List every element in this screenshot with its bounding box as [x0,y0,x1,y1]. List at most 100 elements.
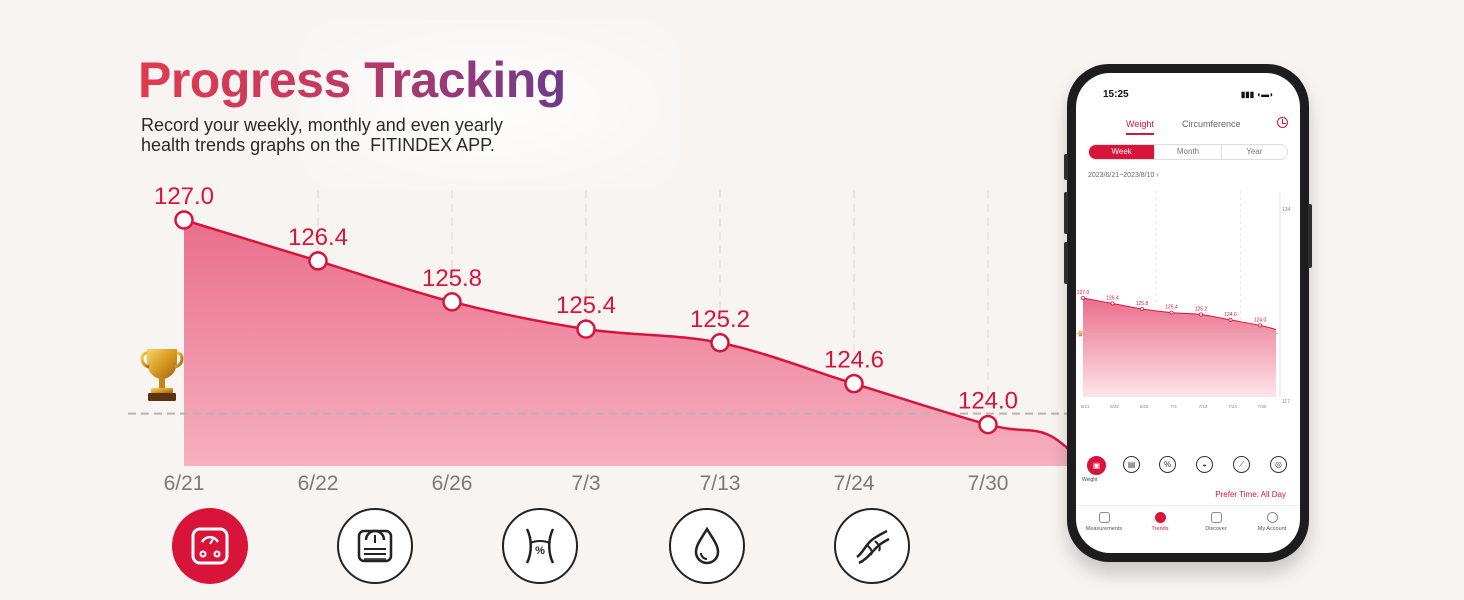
data-point[interactable] [442,292,462,312]
phone-data-point[interactable] [1110,301,1115,306]
phone-bone-icon[interactable]: ◎ [1270,456,1287,473]
phone-x-tick-label: 6/26 [1140,404,1149,409]
phone-weight-area [1083,297,1276,397]
prefer-time-label: Prefer Time: [1215,490,1259,499]
phone-water-drop-icon[interactable]: ◒ [1196,456,1213,473]
muscle-icon[interactable] [834,508,910,584]
nav-discover-label: Discover [1205,526,1227,532]
phone-mockup: 15:25 ▮▮▮ ◖▬◗ Weight Circumference Week … [1064,64,1312,562]
date-range-text: 2023/6/21~2023/8/10 [1088,172,1155,179]
phone-muscle-icon[interactable]: ⟋ [1233,456,1250,473]
phone-data-label: 127.0 [1077,290,1090,296]
phone-x-tick-label: 7/13 [1199,404,1208,409]
phone-metric-icons: ▣ Weight ▤ % ◒ ⟋ ◎ [1076,456,1300,496]
data-point[interactable] [308,251,328,271]
phone-data-point[interactable] [1199,312,1204,317]
account-icon [1266,512,1278,523]
weight-scale-icon[interactable] [172,508,248,584]
background-glow [300,20,680,190]
phone-data-label: 125.2 [1195,306,1208,312]
chevron-right-icon: › [1156,172,1159,179]
phone-data-point[interactable] [1169,310,1174,315]
phone-power-button [1308,204,1312,268]
phone-screen: 15:25 ▮▮▮ ◖▬◗ Weight Circumference Week … [1076,73,1300,553]
phone-y-min-label: 117 [1282,399,1290,405]
svg-text:%: % [535,545,545,557]
x-tick-label: 7/3 [571,472,600,495]
nav-discover[interactable]: Discover [1188,512,1244,532]
metric-tabs: Weight Circumference [1076,117,1300,139]
page-subtitle: Record your weekly, monthly and even yea… [141,115,561,155]
tab-circumference[interactable]: Circumference [1182,119,1241,129]
phone-weight-chart: 134 117 ♛ 127.0 6/21 126.4 6/22 125.8 6/26 125.4 7… [1076,191,1291,409]
phone-trophy-icon: ♛ [1077,329,1084,338]
phone-x-tick-label: 7/24 [1228,404,1237,409]
bottom-nav: Measurements Trends Discover My Account [1076,505,1300,553]
nav-my-account-label: My Account [1257,526,1287,532]
page-title: Progress Tracking [138,52,566,108]
phone-body-scale-icon[interactable]: ▤ [1123,456,1140,473]
phone-weight-icon[interactable]: ▣ [1087,456,1106,475]
trends-icon [1154,512,1166,523]
data-point[interactable] [844,373,864,394]
history-clock-icon[interactable] [1277,117,1288,128]
phone-x-tick-label: 7/30 [1258,404,1267,409]
subtitle-line-2: health trends graphs on the FITINDEX APP… [141,135,495,155]
data-point[interactable] [710,333,730,353]
prefer-time-value: All Day [1260,490,1286,499]
discover-icon [1210,512,1222,523]
period-year-button[interactable]: Year [1246,147,1263,156]
phone-data-point[interactable] [1228,317,1233,322]
period-selector: Week Month Year [1088,144,1288,160]
nav-trends[interactable]: Trends [1132,512,1188,532]
status-time: 15:25 [1103,89,1129,100]
phone-data-label: 125.4 [1165,305,1178,311]
body-scale-icon[interactable] [337,508,413,584]
phone-data-point[interactable] [1140,306,1145,311]
phone-waist-icon[interactable]: % [1159,456,1176,473]
data-point[interactable] [978,414,998,435]
phone-data-point[interactable] [1257,323,1262,328]
x-tick-label: 7/30 [968,472,1009,495]
measurements-icon [1098,512,1110,523]
nav-my-account[interactable]: My Account [1244,512,1300,532]
status-bar: 15:25 ▮▮▮ ◖▬◗ [1076,89,1300,103]
x-tick-label: 7/24 [834,472,875,495]
phone-data-label: 124.6 [1224,312,1237,318]
phone-x-tick-label: 7/3 [1170,404,1177,409]
data-point[interactable] [576,319,596,339]
date-range[interactable]: 2023/6/21~2023/8/10 › [1088,172,1159,179]
phone-y-max-label: 134 [1282,207,1291,213]
phone-data-label: 126.4 [1106,295,1119,301]
tab-weight[interactable]: Weight [1126,119,1154,135]
period-month-button[interactable]: Month [1155,145,1222,159]
phone-data-point[interactable] [1081,295,1086,300]
subtitle-line-1: Record your weekly, monthly and even yea… [141,115,503,135]
waist-percent-icon[interactable]: % [502,508,578,584]
data-label: 127.0 [154,183,214,210]
x-tick-label: 6/26 [432,472,473,495]
data-label: 124.0 [958,388,1018,415]
x-tick-label: 7/13 [700,472,741,495]
metric-icon-row: % [0,508,1000,600]
weight-trend-chart: 127.0 6/21 126.4 6/22 125.8 6/26 125.4 7/3 125.2… [128,183,1080,495]
data-point[interactable] [174,210,194,230]
phone-side-button [1064,154,1068,180]
nav-trends-label: Trends [1151,526,1169,532]
phone-weight-line [1082,297,1277,330]
phone-weight-label: Weight [1082,477,1098,483]
period-week-button[interactable]: Week [1089,145,1156,159]
phone-data-label: 125.8 [1136,301,1149,307]
water-drop-icon[interactable] [669,508,745,584]
prefer-time[interactable]: Prefer Time: All Day [1215,490,1286,499]
x-tick-label: 6/21 [164,472,205,495]
weight-line [183,218,1080,463]
x-tick-label: 6/22 [298,472,339,495]
nav-measurements[interactable]: Measurements [1076,512,1132,532]
weight-area [184,220,1080,466]
data-label: 126.4 [288,224,348,251]
trophy-icon [140,349,184,401]
data-label: 124.6 [824,347,884,374]
phone-side-button [1064,242,1068,284]
